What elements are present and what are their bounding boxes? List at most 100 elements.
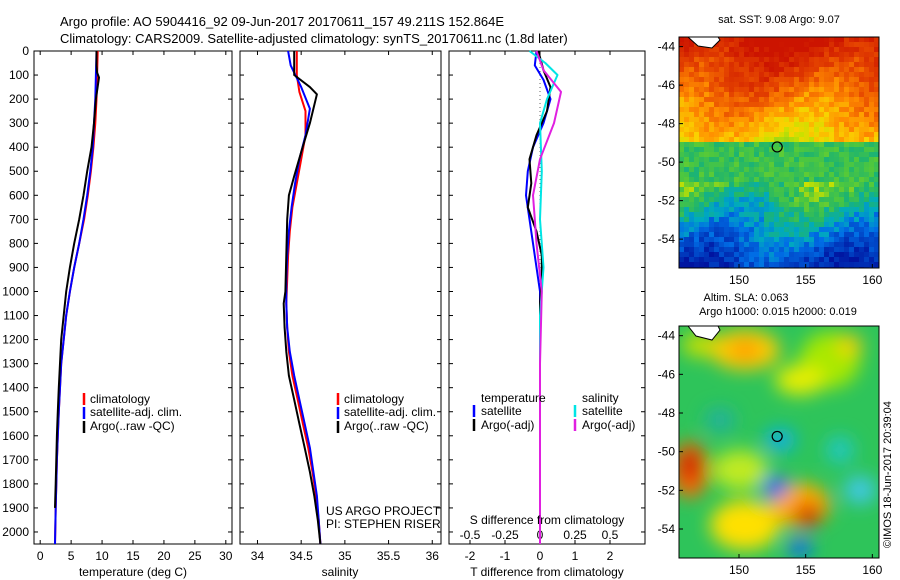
sst-cell bbox=[849, 162, 854, 167]
sst-cell bbox=[839, 77, 844, 82]
sst-cell bbox=[749, 172, 754, 177]
sst-cell bbox=[704, 232, 709, 237]
sst-cell bbox=[864, 152, 869, 157]
sst-cell bbox=[779, 237, 784, 242]
sst-cell bbox=[789, 257, 794, 262]
sst-cell bbox=[689, 197, 694, 202]
sst-cell bbox=[864, 112, 869, 117]
sst-cell bbox=[724, 107, 729, 112]
sst-cell bbox=[689, 212, 694, 217]
sst-cell bbox=[854, 52, 859, 57]
lon-tick-label: 150 bbox=[729, 273, 749, 287]
sst-cell bbox=[829, 192, 834, 197]
sst-cell bbox=[694, 237, 699, 242]
sst-cell bbox=[809, 57, 814, 62]
sla-map-panel: Altim. SLA: 0.063 Argo h1000: 0.015 h200… bbox=[658, 292, 883, 577]
sst-cell bbox=[769, 92, 774, 97]
sst-cell bbox=[849, 77, 854, 82]
sst-cell bbox=[814, 107, 819, 112]
sst-cell bbox=[679, 227, 684, 232]
sst-cell bbox=[784, 72, 789, 77]
sst-cell bbox=[774, 127, 779, 132]
sst-cell bbox=[784, 112, 789, 117]
sst-cell bbox=[764, 137, 769, 142]
sst-cell bbox=[829, 247, 834, 252]
sst-cell bbox=[759, 152, 764, 157]
sst-cell bbox=[804, 152, 809, 157]
sst-cell bbox=[724, 182, 729, 187]
sst-cell bbox=[874, 132, 879, 137]
sst-cell bbox=[864, 232, 869, 237]
sst-cell bbox=[789, 82, 794, 87]
sst-cell bbox=[794, 67, 799, 72]
sst-cell bbox=[759, 262, 764, 267]
sst-cell bbox=[689, 82, 694, 87]
sst-cell bbox=[744, 167, 749, 172]
sst-cell bbox=[859, 67, 864, 72]
sst-cell bbox=[714, 62, 719, 67]
sst-cell bbox=[704, 177, 709, 182]
sst-cell bbox=[679, 57, 684, 62]
sst-cell bbox=[864, 157, 869, 162]
sst-cell bbox=[679, 162, 684, 167]
sst-cell bbox=[774, 252, 779, 257]
sst-cell bbox=[834, 252, 839, 257]
lon-tick-label: 155 bbox=[796, 273, 816, 287]
depth-tick-label: 800 bbox=[9, 236, 29, 250]
sst-cell bbox=[704, 47, 709, 52]
sst-cell bbox=[729, 237, 734, 242]
depth-tick-label: 1900 bbox=[2, 501, 29, 515]
sst-cell bbox=[679, 82, 684, 87]
sst-cell bbox=[834, 132, 839, 137]
sst-cell bbox=[849, 132, 854, 137]
sst-cell bbox=[804, 117, 809, 122]
sst-cell bbox=[774, 57, 779, 62]
sst-cell bbox=[719, 217, 724, 222]
sst-cell bbox=[699, 132, 704, 137]
sst-cell bbox=[754, 192, 759, 197]
sst-cell bbox=[759, 217, 764, 222]
sst-cell bbox=[809, 107, 814, 112]
sst-cell bbox=[774, 92, 779, 97]
lon-tick-label: 150 bbox=[729, 563, 749, 577]
sst-cell bbox=[874, 212, 879, 217]
sst-cell bbox=[724, 227, 729, 232]
sst-cell bbox=[769, 37, 774, 42]
sst-cell bbox=[839, 257, 844, 262]
sst-cell bbox=[799, 257, 804, 262]
sst-cell bbox=[729, 82, 734, 87]
sst-cell bbox=[824, 212, 829, 217]
sst-cell bbox=[699, 212, 704, 217]
sst-cell bbox=[784, 92, 789, 97]
sst-cell bbox=[824, 152, 829, 157]
sst-cell bbox=[729, 207, 734, 212]
sst-cell bbox=[739, 247, 744, 252]
sst-cell bbox=[709, 212, 714, 217]
sst-cell bbox=[714, 152, 719, 157]
sst-cell bbox=[739, 92, 744, 97]
x-tick-label: 35.5 bbox=[377, 549, 401, 563]
sst-cell bbox=[774, 187, 779, 192]
sst-cell bbox=[749, 107, 754, 112]
sst-cell bbox=[869, 207, 874, 212]
sst-cell bbox=[724, 197, 729, 202]
sst-cell bbox=[699, 222, 704, 227]
sst-cell bbox=[749, 122, 754, 127]
sst-cell bbox=[749, 222, 754, 227]
sst-cell bbox=[819, 222, 824, 227]
sst-cell bbox=[679, 257, 684, 262]
sst-cell bbox=[844, 227, 849, 232]
sst-cell bbox=[694, 222, 699, 227]
sla-map-subtitle: Argo h1000: 0.015 h2000: 0.019 bbox=[699, 306, 857, 318]
sst-cell bbox=[759, 202, 764, 207]
lat-tick-label: -48 bbox=[658, 406, 676, 420]
sst-cell bbox=[814, 212, 819, 217]
sst-cell bbox=[834, 192, 839, 197]
sst-cell bbox=[799, 192, 804, 197]
sst-cell bbox=[709, 92, 714, 97]
sst-cell bbox=[699, 122, 704, 127]
sst-cell bbox=[694, 252, 699, 257]
sst-cell bbox=[839, 182, 844, 187]
sst-cell bbox=[769, 62, 774, 67]
sst-cell bbox=[814, 112, 819, 117]
